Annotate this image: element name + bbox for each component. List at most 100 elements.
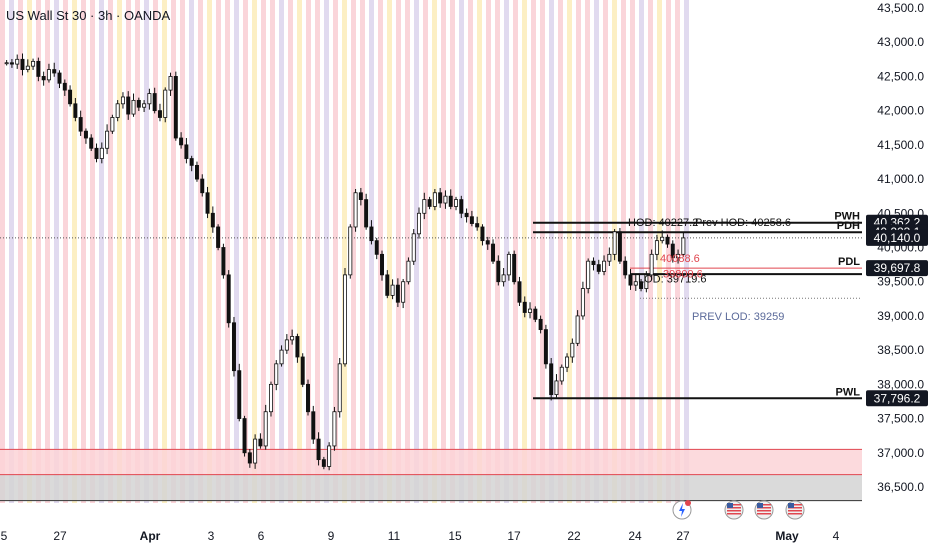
y-tick-label: 42,000.0 bbox=[877, 104, 924, 118]
flag-canton bbox=[757, 503, 763, 508]
flag-stripe bbox=[757, 513, 771, 515]
candle-body bbox=[179, 137, 184, 146]
session-stripe bbox=[189, 0, 194, 503]
session-stripe bbox=[531, 0, 536, 503]
candle-body bbox=[644, 274, 649, 289]
session-stripe bbox=[648, 0, 653, 503]
x-tick-label: 6 bbox=[258, 529, 265, 543]
session-stripe bbox=[459, 0, 464, 503]
candle-body bbox=[258, 438, 263, 447]
session-stripe bbox=[567, 0, 572, 503]
candle-body bbox=[570, 342, 575, 358]
flag-stripe bbox=[757, 510, 771, 512]
candle-body bbox=[417, 212, 422, 235]
candle-body bbox=[163, 89, 168, 118]
price-zones bbox=[0, 448, 862, 502]
candle-body bbox=[226, 274, 231, 324]
candle-body bbox=[168, 76, 173, 91]
session-stripe bbox=[414, 0, 419, 503]
session-stripe bbox=[594, 0, 599, 503]
session-stripe bbox=[54, 0, 59, 503]
flag-stripe bbox=[727, 504, 741, 506]
price-axis[interactable]: 43,500.0 43,000.0 42,500.0 42,000.0 41,500.0… bbox=[877, 1, 924, 494]
candle-body bbox=[253, 438, 258, 464]
session-stripe bbox=[342, 0, 347, 503]
candle-body bbox=[681, 237, 686, 255]
session-stripe bbox=[558, 0, 563, 503]
candle-body bbox=[46, 69, 51, 81]
session-stripe bbox=[18, 0, 23, 503]
candle-body bbox=[506, 253, 511, 276]
candle-body bbox=[25, 65, 30, 70]
candle-body bbox=[279, 349, 284, 365]
session-stripe bbox=[450, 0, 455, 503]
candle-body bbox=[491, 243, 496, 262]
candle-body bbox=[670, 243, 675, 259]
candle-body bbox=[512, 253, 517, 283]
candle-body bbox=[343, 274, 347, 365]
candle-body bbox=[385, 274, 390, 296]
candle-body bbox=[205, 192, 210, 214]
candle-body bbox=[665, 236, 670, 245]
candle-body bbox=[268, 383, 273, 413]
session-stripe bbox=[423, 0, 428, 503]
candle-body bbox=[99, 147, 104, 159]
candle-body bbox=[591, 260, 596, 266]
candle-body bbox=[390, 284, 395, 296]
candle-body bbox=[660, 236, 665, 242]
candle-body bbox=[300, 356, 305, 385]
candle-body bbox=[321, 459, 326, 467]
flag-canton bbox=[727, 503, 733, 508]
session-stripe bbox=[495, 0, 500, 503]
session-stripe bbox=[234, 0, 239, 503]
candle-body bbox=[78, 117, 83, 132]
session-stripe bbox=[180, 0, 185, 503]
y-tick-label: 43,500.0 bbox=[877, 1, 924, 15]
price-tags: 40,362.240,223.140,140.039,697.837,796.2 bbox=[866, 214, 928, 407]
candle-body bbox=[68, 89, 73, 105]
y-tick-label: 37,500.0 bbox=[877, 412, 924, 426]
candle-body bbox=[221, 247, 226, 276]
y-tick-label: 43,000.0 bbox=[877, 35, 924, 49]
candle-body bbox=[173, 76, 178, 139]
candle-body bbox=[337, 363, 342, 413]
candle-body bbox=[15, 58, 20, 65]
candle-body bbox=[142, 103, 147, 108]
annotation-label: PREV LOD: 39259 bbox=[692, 311, 784, 323]
event-flags[interactable] bbox=[672, 500, 805, 520]
session-stripe bbox=[477, 0, 482, 503]
candle-body bbox=[580, 288, 585, 317]
level-label: PDH bbox=[837, 220, 860, 232]
candle-body bbox=[538, 318, 543, 331]
session-stripe bbox=[630, 0, 635, 503]
session-stripes bbox=[0, 0, 689, 503]
candle-body bbox=[612, 231, 617, 255]
annotation-label: LOD: 39719.6 bbox=[638, 273, 707, 285]
session-stripe bbox=[324, 0, 329, 503]
lightning-icon-glyph bbox=[679, 503, 685, 517]
candle-body bbox=[554, 380, 559, 396]
annotation-label: 39809.6 bbox=[663, 269, 703, 281]
price-zone bbox=[0, 474, 862, 501]
session-stripe bbox=[306, 0, 311, 503]
candle-body bbox=[4, 62, 9, 65]
candle-body bbox=[105, 130, 110, 149]
y-tick-label: 41,500.0 bbox=[877, 138, 924, 152]
flag-stripe bbox=[788, 513, 802, 515]
candle-body bbox=[83, 130, 88, 139]
candle-body bbox=[36, 60, 41, 77]
candle-body bbox=[184, 144, 189, 159]
candle-body bbox=[617, 231, 622, 262]
session-stripe bbox=[135, 0, 140, 503]
session-stripe bbox=[441, 0, 446, 503]
candle-body bbox=[448, 195, 453, 207]
candle-body bbox=[422, 199, 427, 214]
session-stripe bbox=[63, 0, 68, 503]
time-axis[interactable]: 5 27 Apr 3 6 9 11 15 17 22 24 27 May 4 bbox=[1, 529, 840, 543]
session-stripe bbox=[288, 0, 293, 503]
session-stripe bbox=[603, 0, 608, 503]
session-stripe bbox=[675, 0, 680, 503]
candle-body bbox=[157, 110, 162, 118]
